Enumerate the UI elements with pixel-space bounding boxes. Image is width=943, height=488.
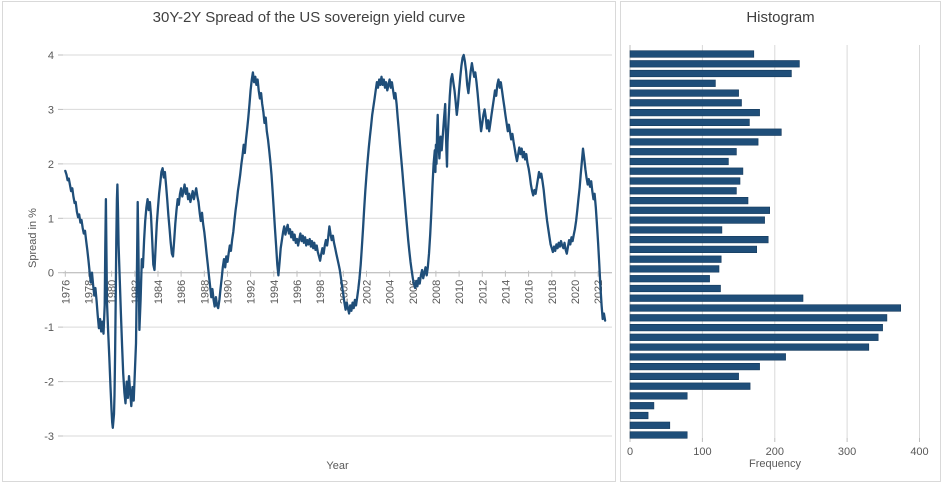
x-tick-label: 1990 <box>223 280 235 304</box>
histogram-bar <box>629 118 750 126</box>
histogram-bar <box>629 372 739 381</box>
histogram-bar <box>629 109 760 117</box>
histogram-bar <box>629 323 883 332</box>
y-axis-title: Spread in % <box>27 208 39 268</box>
y-tick-label: -1 <box>44 322 54 334</box>
histogram-bar <box>629 197 749 205</box>
histogram-bar <box>629 236 769 244</box>
histogram-bar <box>629 79 716 87</box>
x-tick-label: 300 <box>838 446 856 458</box>
histogram-bar <box>629 128 782 136</box>
histogram-bar <box>629 392 688 400</box>
histogram-bar <box>629 402 655 410</box>
histogram-bar <box>629 226 723 234</box>
x-tick-label: 2010 <box>454 280 466 304</box>
y-tick-label: -3 <box>44 431 54 443</box>
histogram-bar <box>629 333 879 341</box>
histogram-bar <box>629 304 902 312</box>
histogram-bar <box>629 265 720 273</box>
histogram-bar <box>629 362 760 371</box>
line-chart-title: 30Y-2Y Spread of the US sovereign yield … <box>152 9 466 26</box>
x-axis-title: Year <box>326 460 349 472</box>
x-tick-label: 2016 <box>524 280 536 304</box>
y-tick-label: 4 <box>48 50 54 62</box>
histogram-bar <box>629 206 770 214</box>
x-tick-label: 1994 <box>269 280 281 304</box>
histogram-bar <box>629 294 804 302</box>
x-tick-label: 2012 <box>477 280 489 304</box>
x-tick-label: 0 <box>627 446 633 458</box>
histogram-bar <box>629 255 722 263</box>
histogram-bar <box>629 89 739 97</box>
histogram-bar <box>629 353 786 361</box>
histogram-bar <box>629 245 757 254</box>
x-tick-label: 2014 <box>500 280 512 304</box>
histogram-bar <box>629 382 751 390</box>
histogram-bar <box>629 411 649 420</box>
histogram-bar <box>629 275 710 283</box>
y-tick-label: 1 <box>48 213 54 225</box>
histogram-bar <box>629 177 741 185</box>
x-tick-label: 1988 <box>199 280 211 304</box>
histogram-bar <box>629 60 800 68</box>
x-tick-label: 100 <box>693 446 711 458</box>
histogram-bar <box>629 421 671 429</box>
frequency-axis-title: Frequency <box>749 458 801 470</box>
x-tick-label: 1984 <box>153 280 165 304</box>
spread-line-series <box>64 53 607 429</box>
x-tick-label: 1976 <box>60 280 72 304</box>
histogram-plot-area: 0 100 200 300 400 <box>627 45 929 458</box>
x-tick-label: 2020 <box>570 280 582 304</box>
histogram-panel[interactable]: Histogram 0 100 200 300 400 Frequency <box>620 1 941 482</box>
x-tick-label: 1992 <box>246 280 258 304</box>
histogram-bar <box>629 157 729 166</box>
x-tick-label: 2004 <box>385 280 397 304</box>
histogram-bar <box>629 284 721 293</box>
x-tick-label: 2002 <box>362 280 374 304</box>
x-tick-label: 400 <box>910 446 928 458</box>
x-tick-label: 2018 <box>547 280 559 304</box>
histogram-bar <box>629 167 744 175</box>
y-tick-label: 0 <box>48 268 54 280</box>
y-tick-label: -2 <box>44 377 54 389</box>
histogram-bar <box>629 99 742 107</box>
x-tick-label: 2008 <box>431 280 443 304</box>
histogram-bar <box>629 431 688 439</box>
histogram-bar <box>629 148 737 156</box>
y-tick-label: 2 <box>48 159 54 171</box>
x-tick-label: 200 <box>766 446 784 458</box>
histogram-bar <box>629 69 792 78</box>
histogram-bar <box>629 343 870 351</box>
x-tick-label: 2022 <box>593 280 605 304</box>
histogram-bar <box>629 314 888 322</box>
histogram-bar <box>629 187 737 195</box>
x-tick-label: 1986 <box>176 280 188 304</box>
histogram-title: Histogram <box>746 9 815 26</box>
y-tick-label: 3 <box>48 104 54 116</box>
x-tick-label: 1998 <box>315 280 327 304</box>
histogram-bar <box>629 50 755 58</box>
histogram-bar <box>629 138 759 146</box>
x-tick-label: 1996 <box>292 280 304 304</box>
line-chart-panel[interactable]: 30Y-2Y Spread of the US sovereign yield … <box>2 1 616 482</box>
histogram-bar <box>629 216 765 224</box>
